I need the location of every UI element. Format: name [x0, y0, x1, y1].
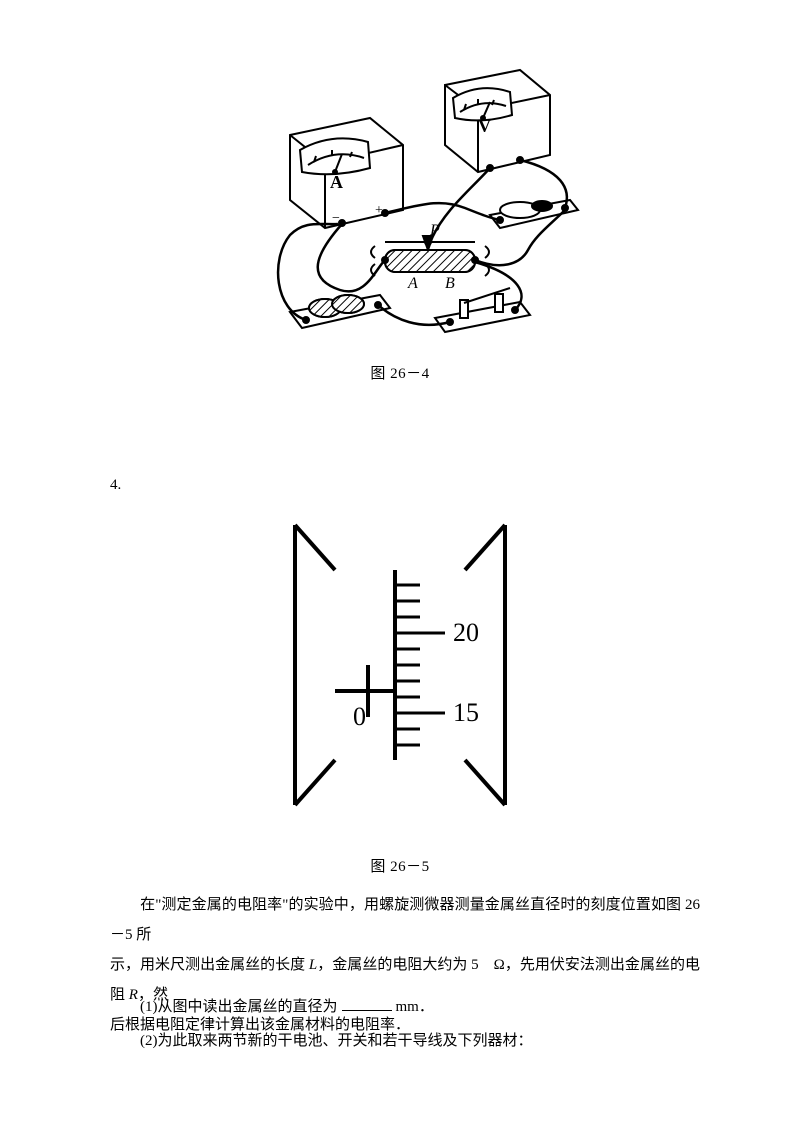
svg-text:+: + — [375, 203, 383, 218]
answer-blank — [342, 997, 392, 1012]
right-component — [490, 200, 578, 228]
p1b: 示，用米尺测出金属丝的长度 — [110, 957, 309, 973]
circuit-diagram: V A — [220, 60, 580, 340]
voltmeter-label: V — [478, 116, 491, 136]
zero-label: 0 — [353, 702, 366, 731]
q1a: (1)从图中读出金属丝的直径为 — [140, 999, 338, 1015]
battery — [290, 295, 390, 328]
problem-number: 4. — [110, 470, 121, 500]
figure-26-5-caption: 图 26－5 — [0, 855, 800, 876]
figure-26-4: V A — [220, 60, 580, 345]
question-2: (2)为此取来两节新的干电池、开关和若干导线及下列器材： — [110, 1026, 700, 1056]
question-1: (1)从图中读出金属丝的直径为 mm． — [110, 992, 700, 1022]
figure-26-4-caption: 图 26－4 — [0, 362, 800, 383]
q1b: mm． — [396, 999, 434, 1015]
ammeter-label: A — [330, 172, 343, 192]
p1a: 在"测定金属的电阻率"的实验中，用螺旋测微器测量金属丝直径时的刻度位置如图 26… — [110, 897, 700, 943]
micrometer-diagram: 0 20 15 — [275, 515, 525, 815]
q2: (2)为此取来两节新的干电池、开关和若干导线及下列器材： — [140, 1033, 533, 1049]
point-b-label: B — [445, 275, 455, 292]
voltmeter: V — [445, 70, 550, 172]
figure-26-5: 0 20 15 — [275, 515, 525, 820]
rheostat: P A B — [371, 222, 489, 292]
tick-20-label: 20 — [453, 618, 479, 647]
tick-15-label: 15 — [453, 698, 479, 727]
point-a-label: A — [407, 275, 418, 292]
var-L: L — [309, 957, 317, 973]
